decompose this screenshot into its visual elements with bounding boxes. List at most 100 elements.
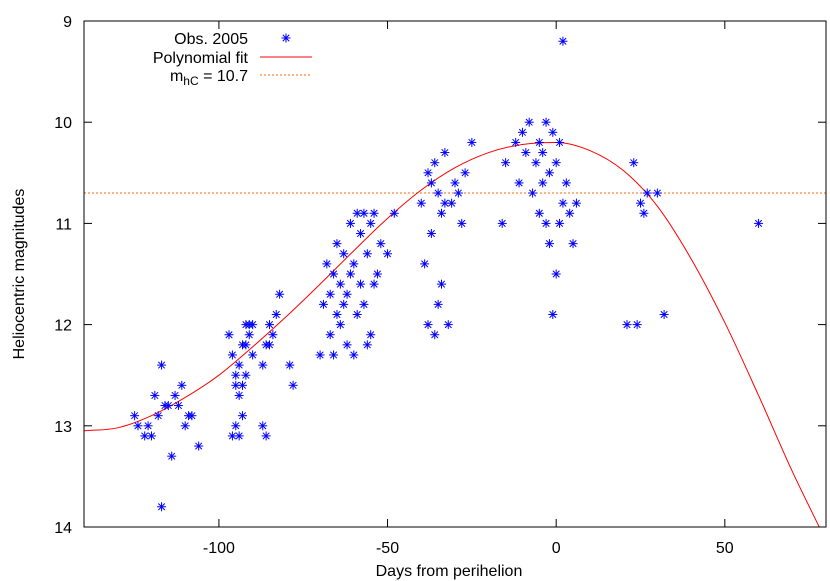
- y-axis-title: Heliocentric magnitudes: [11, 189, 28, 360]
- data-point: [568, 239, 578, 249]
- data-point: [288, 380, 298, 390]
- y-tick-label: 10: [54, 115, 72, 132]
- data-point: [369, 208, 379, 218]
- data-point: [359, 208, 369, 218]
- data-point: [433, 188, 443, 198]
- data-point: [555, 137, 565, 147]
- data-point: [335, 279, 345, 289]
- data-point: [143, 421, 153, 431]
- data-point: [376, 239, 386, 249]
- data-point: [265, 340, 274, 350]
- data-point: [622, 320, 632, 330]
- data-point: [261, 431, 271, 441]
- y-tick-label: 14: [54, 520, 72, 537]
- data-point: [450, 178, 460, 188]
- legend-hline-rest: = 10.7: [199, 68, 248, 85]
- data-point: [538, 178, 548, 188]
- data-point: [440, 198, 450, 208]
- data-point: [642, 188, 652, 198]
- data-point: [194, 441, 204, 451]
- data-point: [531, 158, 541, 168]
- data-point: [652, 188, 662, 198]
- data-point: [325, 289, 335, 299]
- data-point: [565, 208, 575, 218]
- data-point: [173, 401, 183, 411]
- data-point: [558, 36, 568, 46]
- data-point: [437, 208, 447, 218]
- legend-label-fit: Polynomial fit: [153, 50, 249, 67]
- data-point: [271, 309, 281, 319]
- data-point: [180, 421, 190, 431]
- data-point: [514, 178, 524, 188]
- data-point: [339, 249, 349, 259]
- data-point: [234, 360, 244, 370]
- data-point: [285, 360, 295, 370]
- data-point: [521, 148, 531, 158]
- data-point: [231, 370, 241, 380]
- data-point: [636, 198, 645, 208]
- data-point: [433, 299, 443, 309]
- y-tick-label: 9: [63, 14, 72, 31]
- data-point: [467, 137, 477, 147]
- data-point: [345, 218, 355, 228]
- data-point: [167, 451, 177, 461]
- data-point: [157, 360, 167, 370]
- data-point: [497, 218, 507, 228]
- data-point: [227, 350, 237, 360]
- data-point: [528, 188, 538, 198]
- data-point: [555, 218, 565, 228]
- data-point: [544, 239, 554, 249]
- data-point: [447, 198, 457, 208]
- data-point: [349, 350, 359, 360]
- data-point: [157, 502, 167, 512]
- data-point: [501, 158, 511, 168]
- data-point: [544, 168, 554, 178]
- legend: Obs. 2005 Polynomial fit mhC = 10.7: [153, 31, 312, 88]
- data-point: [349, 259, 359, 269]
- data-point: [258, 360, 268, 370]
- x-tick-label: -100: [203, 540, 235, 557]
- data-point: [639, 208, 649, 218]
- data-point: [318, 299, 328, 309]
- data-point: [541, 117, 551, 127]
- data-point: [460, 168, 470, 178]
- fit-curve: [84, 141, 820, 527]
- data-point: [332, 239, 342, 249]
- data-point: [517, 127, 527, 137]
- data-point: [177, 380, 187, 390]
- y-axis: 9 10 11 12 13 14: [54, 14, 826, 537]
- data-point: [440, 148, 450, 158]
- data-point: [352, 208, 362, 218]
- data-point: [342, 340, 352, 350]
- data-point: [754, 218, 764, 228]
- x-axis-title: Days from perihelion: [376, 563, 523, 580]
- data-point: [241, 340, 251, 350]
- x-tick-label: -50: [376, 540, 399, 557]
- data-point: [366, 218, 376, 228]
- data-point: [339, 299, 349, 309]
- data-point: [234, 431, 244, 441]
- data-point: [362, 340, 372, 350]
- data-point: [187, 411, 197, 421]
- data-point: [420, 259, 430, 269]
- data-point: [430, 158, 440, 168]
- x-tick-label: 0: [552, 540, 561, 557]
- data-point: [130, 411, 140, 421]
- data-point: [632, 320, 642, 330]
- data-point: [146, 431, 156, 441]
- data-point: [258, 421, 268, 431]
- data-point: [383, 249, 393, 259]
- data-point: [362, 249, 372, 259]
- data-point: [524, 117, 534, 127]
- y-tick-label: 11: [55, 216, 72, 233]
- data-point: [558, 198, 568, 208]
- data-point: [352, 309, 362, 319]
- data-point: [538, 148, 548, 158]
- data-point: [335, 320, 345, 330]
- data-point: [372, 269, 382, 279]
- data-point: [457, 218, 467, 228]
- legend-label-hline: mhC = 10.7: [170, 68, 248, 88]
- data-point: [238, 411, 248, 421]
